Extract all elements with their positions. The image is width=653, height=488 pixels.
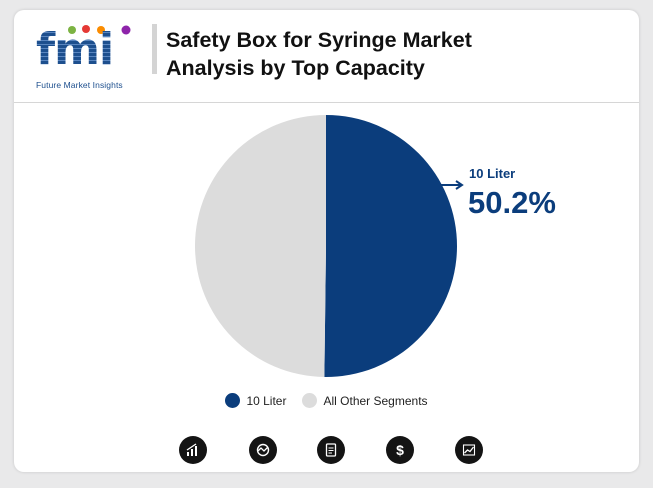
title-line-2: Analysis by Top Capacity (166, 56, 425, 80)
title-line-1: Safety Box for Syringe Market (166, 28, 472, 52)
fmi-logo[interactable]: fmi Future Market Insights (36, 24, 146, 94)
logo-letters: fmi (36, 24, 114, 75)
trend-chart-icon[interactable] (455, 436, 483, 464)
svg-text:$: $ (396, 442, 404, 458)
analysis-cycle-icon[interactable] (249, 436, 277, 464)
legend-swatch-10-liter (225, 393, 241, 408)
report-card: fmi Future Market Insights Safety Box fo… (14, 10, 639, 472)
pie-slice-10-liter[interactable] (324, 115, 457, 377)
legend-label-10-liter: 10 Liter (246, 393, 287, 408)
pie-slice-all-other-segments[interactable] (194, 115, 326, 377)
legend-swatch-other (302, 393, 318, 408)
callout-label: 10 Liter (469, 166, 515, 181)
logo-dots-icon (68, 25, 131, 35)
legend-item-other[interactable]: All Other Segments (302, 393, 428, 408)
legend-item-10-liter[interactable]: 10 Liter (225, 393, 286, 408)
callout-value: 50.2% (468, 185, 556, 220)
page-title: Safety Box for Syringe Market Analysis b… (166, 26, 606, 82)
chart-legend: 10 Liter All Other Segments (14, 393, 639, 408)
dollar-icon[interactable]: $ (386, 436, 414, 464)
bar-growth-icon[interactable] (179, 436, 207, 464)
document-icon[interactable] (317, 436, 345, 464)
logo-subtitle: Future Market Insights (36, 80, 123, 90)
header-divider (152, 24, 157, 74)
header: fmi Future Market Insights Safety Box fo… (14, 10, 639, 103)
footer-icons: $ (14, 436, 639, 466)
callout-arrow-icon (439, 180, 464, 190)
legend-label-other: All Other Segments (323, 393, 428, 408)
pie-chart: 10 Liter 50.2% (194, 115, 556, 377)
